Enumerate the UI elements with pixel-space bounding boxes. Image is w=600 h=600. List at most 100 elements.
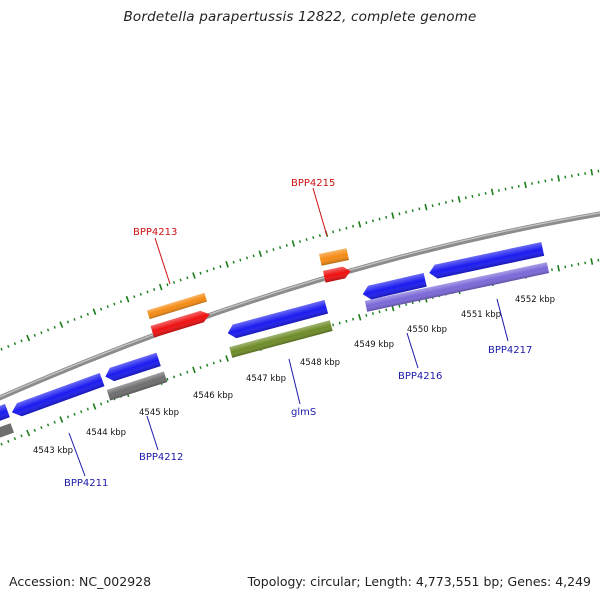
outer-ring-minor-tick (471, 194, 474, 198)
callout-bpp4217 (496, 298, 509, 342)
gene-label-glms[interactable]: glmS (291, 407, 316, 418)
outer-ring-minor-tick (345, 226, 348, 230)
inner-ring-minor-tick (106, 399, 109, 403)
callout-bpp4211 (68, 432, 86, 477)
inner-ring-minor-tick (398, 304, 401, 308)
kbp-label-4547: 4547 kbp (246, 374, 286, 384)
outer-ring-minor-tick (551, 178, 553, 182)
gene-bpp4215-red[interactable] (323, 265, 352, 283)
outer-ring-minor-tick (531, 182, 533, 185)
outer-ring-minor-tick (46, 328, 50, 332)
outer-ring-major-tick (358, 221, 362, 228)
gene-bpp4216[interactable] (361, 272, 427, 301)
outer-ring-minor-tick (20, 339, 23, 343)
outer-ring-minor-tick (385, 215, 388, 219)
gene-bpp4217[interactable] (364, 262, 550, 312)
outer-ring-minor-tick (239, 258, 242, 262)
callout-bpp4213 (154, 237, 171, 285)
inner-ring-minor-tick (584, 261, 587, 265)
gene-glms[interactable] (229, 320, 333, 358)
outer-ring-minor-tick (73, 317, 76, 321)
outer-ring-major-tick (26, 334, 31, 342)
inner-ring-minor-tick (577, 262, 580, 266)
inner-ring-minor-tick (80, 410, 83, 414)
gene-label-bpp4216[interactable]: BPP4216 (398, 371, 442, 382)
gene-bpp4212[interactable] (106, 371, 168, 401)
outer-ring-major-tick (391, 212, 395, 219)
gene-label-bpp4215[interactable]: BPP4215 (291, 178, 335, 189)
gene-label-bpp4213[interactable]: BPP4213 (133, 227, 177, 238)
outer-ring-minor-tick (80, 315, 83, 319)
callout-glms (288, 358, 301, 405)
outer-tick-ring (0, 168, 600, 351)
inner-ring-minor-tick (0, 442, 3, 446)
outer-ring-major-tick (225, 261, 229, 268)
outer-ring-major-tick (158, 283, 163, 291)
outer-ring-minor-tick (146, 290, 149, 294)
gene-left-edge-gray[interactable] (0, 423, 14, 441)
inner-ring-major-tick (225, 355, 229, 362)
gene-bpp4215-orange[interactable] (319, 248, 349, 266)
gene-blue-4547[interactable] (226, 300, 329, 340)
inner-ring-minor-tick (166, 377, 169, 381)
outer-ring-minor-tick (484, 191, 487, 195)
outer-ring-minor-tick (451, 199, 454, 203)
inner-ring-minor-tick (20, 434, 23, 438)
outer-ring-minor-tick (444, 201, 447, 204)
outer-ring-minor-tick (232, 260, 235, 264)
kbp-label-4548: 4548 kbp (300, 358, 340, 368)
outer-ring-minor-tick (153, 288, 156, 291)
inner-ring-minor-tick (345, 319, 348, 323)
outer-ring-major-tick (59, 321, 64, 328)
inner-ring-minor-tick (219, 359, 222, 363)
outer-ring-minor-tick (206, 269, 209, 273)
outer-ring-major-tick (258, 250, 262, 258)
accession-text: Accession: NC_002928 (9, 574, 152, 589)
gene-labels: BPP4211 BPP4212 BPP4213 glmS BPP4215 BPP… (64, 178, 532, 489)
outer-ring-minor-tick (99, 307, 103, 311)
outer-ring-minor-tick (40, 331, 43, 335)
outer-ring-minor-tick (252, 254, 255, 258)
outer-ring-major-tick (192, 272, 196, 279)
outer-ring-major-tick (557, 175, 560, 182)
callout-bpp4215 (312, 187, 328, 237)
outer-ring-major-tick (457, 196, 461, 203)
outer-ring-minor-tick (86, 312, 89, 316)
gene-left-edge[interactable] (0, 404, 10, 424)
gene-bpp4212-blue[interactable] (103, 352, 161, 384)
outer-ring-minor-tick (564, 175, 567, 179)
inner-ring-minor-tick (172, 375, 176, 379)
outer-ring-minor-tick (504, 187, 507, 191)
outer-ring-major-tick (524, 181, 527, 189)
topology-text: Topology: circular; Length: 4,773,551 bp… (247, 574, 591, 589)
outer-ring-minor-tick (312, 236, 315, 239)
kbp-label-4552: 4552 kbp (515, 295, 555, 305)
outer-ring-minor-tick (597, 169, 600, 173)
inner-ring-minor-tick (86, 407, 89, 411)
gene-label-bpp4217[interactable]: BPP4217 (488, 345, 532, 356)
outer-ring-minor-tick (279, 246, 282, 250)
inner-ring-minor-tick (99, 402, 103, 406)
outer-ring-minor-tick (405, 210, 408, 214)
outer-ring-minor-tick (497, 189, 500, 192)
outer-ring-major-tick (424, 203, 428, 211)
outer-ring-minor-tick (352, 224, 355, 228)
gene-bpp4213-orange[interactable] (146, 292, 208, 320)
inner-ring-major-tick (358, 313, 362, 321)
inner-ring-minor-tick (53, 420, 56, 424)
inner-ring-minor-tick (365, 314, 368, 317)
gene-label-bpp4211[interactable]: BPP4211 (64, 478, 108, 489)
gene-label-bpp4212[interactable]: BPP4212 (139, 452, 183, 463)
inner-ring-minor-tick (40, 426, 43, 430)
outer-ring-minor-tick (365, 221, 368, 225)
outer-ring-minor-tick (113, 302, 116, 306)
gene-blue-4551[interactable] (428, 242, 545, 280)
kbp-label-4543: 4543 kbp (33, 446, 73, 456)
gene-bpp4213-red[interactable] (150, 308, 212, 338)
gene-bpp4211[interactable] (10, 373, 105, 419)
outer-ring-major-tick (590, 168, 594, 176)
inner-ring-minor-tick (371, 312, 374, 315)
outer-ring-minor-tick (106, 305, 109, 309)
